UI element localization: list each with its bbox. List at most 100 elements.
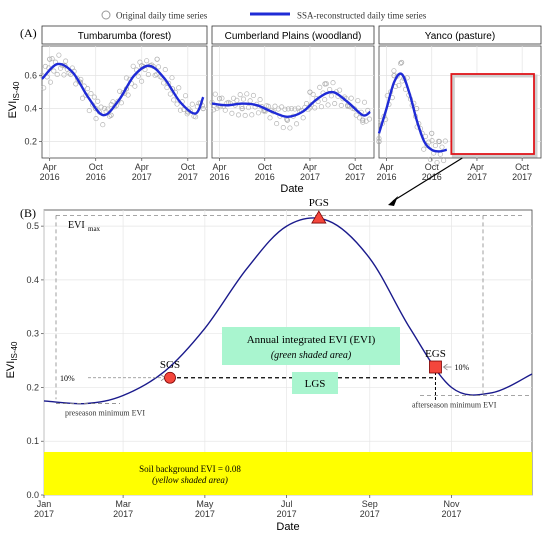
observed-point (429, 130, 435, 136)
observed-point (161, 80, 167, 86)
observed-point (41, 85, 47, 91)
observed-point (229, 110, 235, 116)
lgs-box (292, 372, 338, 394)
observed-point (118, 100, 124, 106)
panel-b-plot: 0.0 0.1 0.2 0.3 0.4 0.5 Jan 2017 Mar 2017 May 2017 J… (26, 197, 533, 519)
observed-point (117, 88, 123, 94)
observed-point (287, 125, 293, 131)
x-tick-label: Apr 2017 (467, 162, 487, 182)
observed-point (376, 136, 382, 142)
observed-point (108, 112, 114, 118)
panel-a-label: (A) (20, 26, 37, 40)
observed-point (322, 81, 328, 87)
observed-point (176, 85, 182, 91)
y-tick-label: 0.2 (24, 137, 37, 147)
y-tick-label: 0.4 (26, 275, 39, 285)
pgs-marker (311, 210, 327, 224)
observed-point (292, 106, 298, 112)
observed-point (436, 138, 442, 145)
observed-point (135, 73, 141, 79)
integrated-evi-title: Annual integrated EVI (EVI) (247, 334, 376, 346)
soil-label: Soil background EVI = 0.08 (139, 464, 241, 474)
observed-point (169, 75, 175, 81)
observed-point (66, 70, 72, 76)
observed-point (130, 63, 136, 69)
observed-point (434, 159, 440, 166)
x-tick-label: Oct 2017 (178, 162, 198, 182)
observed-point (49, 56, 55, 62)
observed-point (211, 107, 217, 113)
observed-point (167, 91, 173, 97)
ten-pct-right-arrowhead (442, 363, 448, 371)
observed-point (279, 104, 285, 110)
y-tick-label: 0.6 (24, 71, 37, 81)
observed-point (216, 96, 223, 102)
observed-point (245, 105, 252, 111)
observed-point (212, 91, 218, 97)
observed-point (200, 105, 206, 112)
observed-point (366, 116, 373, 122)
observed-point (312, 105, 318, 111)
observed-point (332, 101, 338, 107)
observed-point (132, 83, 138, 89)
observed-point (303, 101, 310, 107)
observed-point (348, 95, 354, 101)
panel-a-plot: Apr 2016 Oct 2016 Apr 2017 Oct 2017 0.2 0.4 0.6 Apr… (24, 45, 542, 206)
observed-point (61, 72, 67, 78)
observed-point (330, 80, 336, 86)
observed-point (95, 98, 101, 104)
soil-background-band (44, 451, 532, 495)
facet-title-tumbarumba: Tumbarumba (forest) (78, 31, 172, 42)
observed-point (219, 95, 225, 101)
x-tick-label: Apr 2016 (377, 162, 397, 182)
x-tick-label: Apr 2016 (40, 162, 60, 182)
observed-point (91, 94, 97, 100)
observed-point (257, 97, 263, 103)
ten-pct-left-label: 10% (60, 374, 75, 383)
observed-point (154, 56, 160, 62)
observed-point (162, 67, 168, 73)
x-tick-label: Oct 2017 (345, 162, 365, 182)
observed-point (235, 112, 242, 118)
observed-point (427, 156, 433, 163)
x-tick-label: Apr 2017 (132, 162, 152, 182)
observed-point (376, 138, 382, 145)
observed-point (155, 64, 162, 70)
reconstructed-line (211, 90, 371, 119)
y-tick-label: 0.4 (24, 104, 37, 114)
x-tick-label: Mar 2017 (113, 499, 133, 519)
lgs-label: LGS (305, 378, 326, 390)
observed-point (289, 106, 295, 112)
observed-point (360, 119, 366, 125)
observed-point (51, 68, 57, 74)
observed-point (47, 56, 53, 62)
observed-point (42, 63, 48, 70)
observed-point (125, 92, 131, 98)
observed-point (58, 65, 64, 71)
observed-point (442, 138, 448, 144)
observed-point (47, 79, 53, 85)
observed-point (274, 121, 280, 127)
afterseason-label: afterseason minimum EVI (412, 401, 497, 410)
y-tick-label: 0.0 (26, 490, 39, 500)
panel-b-xlabel: Date (276, 521, 299, 533)
integrated-evi-sub: (green shaded area) (271, 350, 352, 361)
observed-point (396, 82, 402, 88)
observed-point (86, 108, 92, 114)
observed-point (360, 117, 366, 123)
observed-point (164, 85, 170, 91)
observed-point (182, 93, 189, 99)
observed-point (139, 78, 145, 84)
observed-point (325, 102, 331, 108)
observed-point (328, 93, 334, 99)
sgs-label: SGS (160, 359, 180, 371)
x-tick-label: May 2017 (195, 499, 215, 519)
observed-point (144, 58, 150, 64)
panel-a-xlabel: Date (280, 183, 303, 195)
observed-point (123, 75, 129, 81)
observed-point (240, 96, 247, 102)
observed-point (85, 86, 91, 92)
pgs-label: PGS (309, 197, 329, 209)
